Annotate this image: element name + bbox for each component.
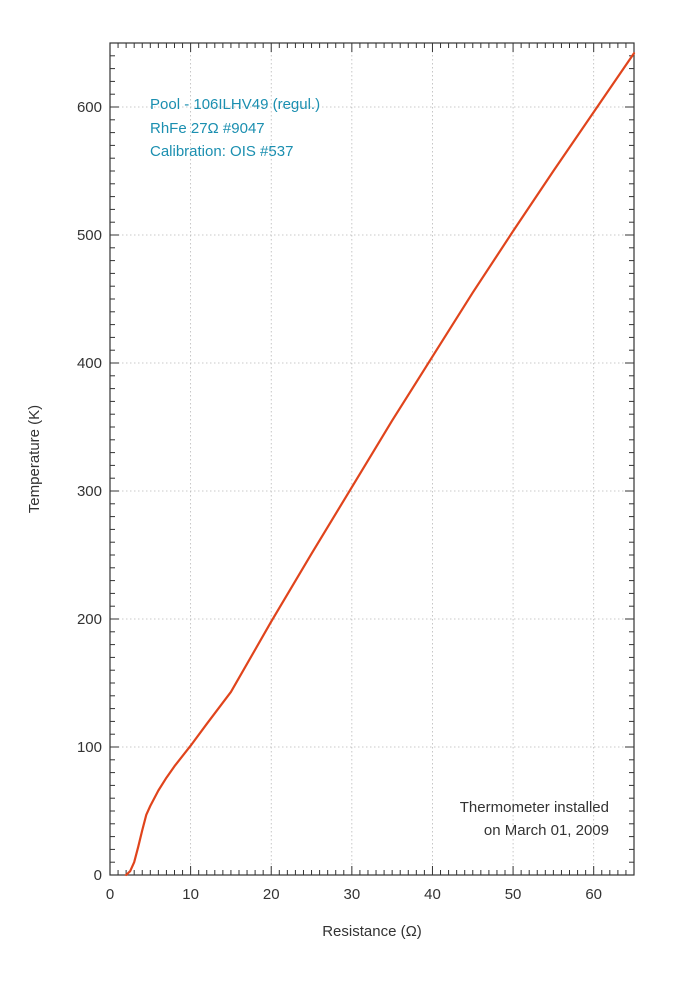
y-tick-label: 300 <box>77 483 102 500</box>
annotation-installed: Thermometer installed <box>460 799 609 816</box>
y-tick-label: 400 <box>77 355 102 372</box>
y-tick-label: 0 <box>94 867 102 884</box>
x-tick-label: 50 <box>505 886 522 903</box>
grid-lines <box>110 43 634 875</box>
y-axis-label: Temperature (K) <box>26 405 43 513</box>
x-tick-label: 60 <box>585 886 602 903</box>
annotation-pool: Pool - 106ILHV49 (regul.) <box>150 96 320 113</box>
y-tick-label: 600 <box>77 99 102 116</box>
y-tick-label: 100 <box>77 739 102 756</box>
series-line <box>125 52 636 877</box>
annotation-date: on March 01, 2009 <box>484 822 609 839</box>
y-tick-label: 200 <box>77 611 102 628</box>
x-axis: 0 10 20 30 40 50 60 <box>106 886 602 903</box>
x-axis-label: Resistance (Ω) <box>322 923 422 940</box>
x-tick-label: 20 <box>263 886 280 903</box>
x-tick-label: 30 <box>344 886 361 903</box>
plot-frame <box>109 42 635 876</box>
y-tick-label: 500 <box>77 227 102 244</box>
minor-ticks <box>109 42 635 876</box>
annotation-calibration: Calibration: OIS #537 <box>150 143 293 160</box>
x-tick-label: 0 <box>106 886 114 903</box>
x-tick-label: 40 <box>424 886 441 903</box>
annotation-rhfe: RhFe 27Ω #9047 <box>150 120 265 137</box>
x-tick-label: 10 <box>182 886 199 903</box>
y-axis: 0 100 200 300 400 500 600 <box>77 99 102 884</box>
